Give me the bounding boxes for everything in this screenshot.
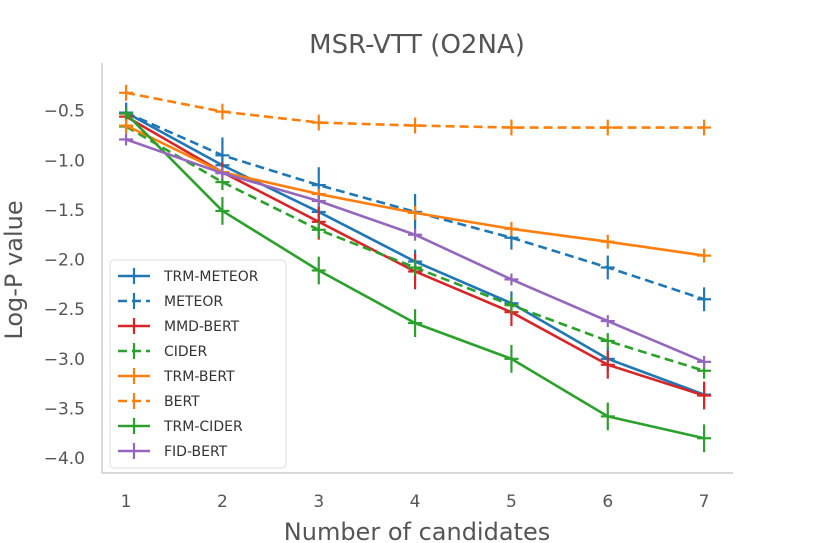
legend-entry: FID-BERT: [118, 443, 228, 460]
series-bert: [119, 84, 712, 136]
legend-entry: TRM-BERT: [118, 368, 235, 385]
legend-entry: TRM-METEOR: [118, 268, 259, 285]
x-tick-label: 7: [699, 492, 710, 512]
legend-entry: METEOR: [118, 293, 223, 310]
legend: TRM-METEOR METEOR MMD-BERT CIDER TRM-BERT BER…: [109, 259, 287, 469]
y-tick-label: −0.5: [44, 102, 85, 122]
series-trm-bert: [119, 117, 712, 263]
x-tick-label: 2: [217, 492, 228, 512]
y-tick-label: −1.0: [44, 151, 85, 171]
legend-label: CIDER: [164, 344, 208, 360]
legend-entry: CIDER: [118, 343, 208, 360]
legend-entry: MMD-BERT: [118, 318, 240, 335]
legend-label: MMD-BERT: [164, 319, 240, 335]
x-axis: 1 2 3 4 5 6 7: [102, 472, 733, 512]
x-tick-label: 6: [602, 492, 613, 512]
legend-label: TRM-CIDER: [163, 419, 243, 435]
legend-label: BERT: [164, 394, 200, 410]
y-tick-label: −2.5: [44, 300, 85, 320]
y-tick-label: −4.0: [44, 449, 85, 469]
x-tick-label: 1: [121, 492, 132, 512]
x-tick-label: 3: [313, 492, 324, 512]
y-axis-title: Log-P value: [0, 200, 28, 339]
legend-label: METEOR: [164, 294, 223, 310]
legend-entry: TRM-CIDER: [118, 418, 243, 435]
legend-label: TRM-BERT: [163, 369, 235, 385]
legend-box: [109, 259, 287, 469]
legend-label: FID-BERT: [164, 444, 228, 460]
x-tick-label: 4: [410, 492, 421, 512]
y-tick-label: −3.0: [44, 350, 85, 370]
y-tick-label: −1.5: [44, 201, 85, 221]
legend-label: TRM-METEOR: [163, 269, 259, 285]
series-fid-bert: [119, 133, 712, 368]
y-tick-label: −3.5: [44, 399, 85, 419]
y-axis: −0.5 −1.0 −1.5 −2.0 −2.5 −3.0 −3.5 −4.0: [44, 63, 103, 473]
y-tick-label: −2.0: [44, 251, 85, 271]
series-trm-cider: [119, 107, 712, 453]
x-axis-title: Number of candidates: [284, 518, 550, 543]
legend-entry: BERT: [118, 393, 200, 410]
plot-area: [119, 84, 712, 453]
chart-title: MSR-VTT (O2NA): [309, 30, 525, 60]
x-tick-label: 5: [506, 492, 517, 512]
